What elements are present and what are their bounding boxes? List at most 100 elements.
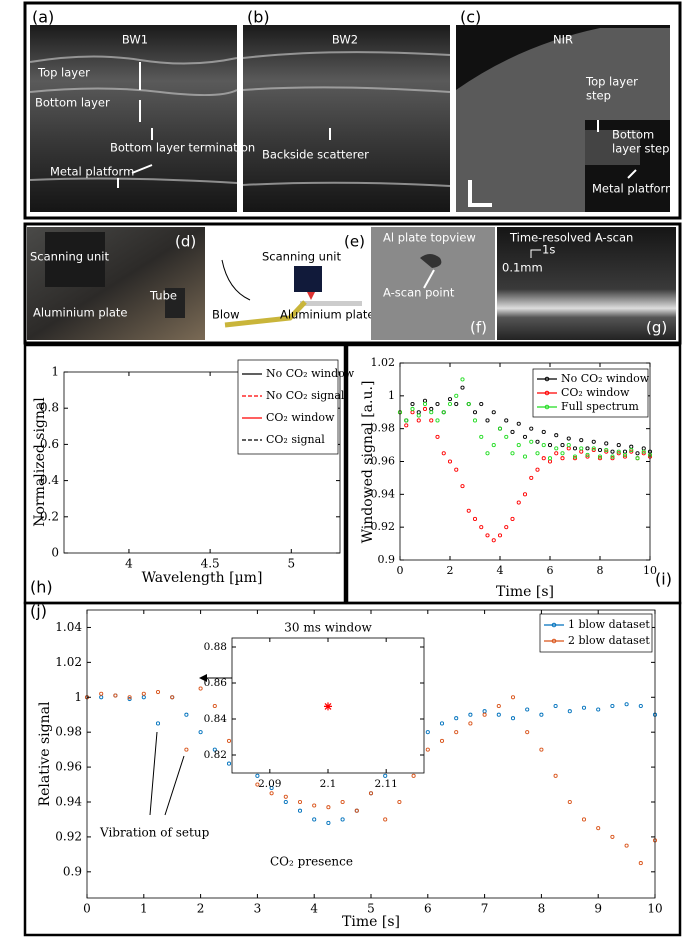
data-point [447,459,453,464]
data-point [553,773,558,778]
data-point [541,443,546,448]
y-tick-label: 0.86 [204,677,228,689]
data-point [566,443,571,448]
data-point [522,434,528,439]
legend-marker [544,376,550,382]
data-point [553,703,558,709]
y-tick-label: 0.8 [40,401,59,415]
annotation: step [586,89,611,103]
data-point [269,791,274,796]
data-point [610,454,615,459]
data-point [441,451,446,456]
y-axis-label: Windowed signal [a.u.] [360,381,376,544]
panel-frame [23,601,682,937]
y-tick-label: 0.9 [378,553,396,566]
data-point [529,475,534,480]
annotation: Top layer [585,75,638,89]
data-point [425,730,430,735]
data-point [460,484,465,489]
data-point [404,418,409,423]
panel-label: (h) [30,578,53,597]
y-tick-label: 1.04 [55,620,82,634]
data-point [504,434,509,439]
x-tick-label: 4 [497,564,504,577]
data-point [383,773,388,778]
data-point [622,454,628,459]
data-point [616,449,621,454]
data-point [482,712,487,717]
data-point [529,439,534,444]
data-point [170,695,175,700]
data-point [491,443,496,448]
data-point [629,447,634,453]
panel-label: (d) [175,233,196,251]
legend-label: CO₂ signal [266,433,325,446]
x-axis-label: Wavelength [µm] [142,570,263,586]
y-tick-label: 0.98 [371,422,396,435]
data-point [255,782,260,787]
data-point [326,805,331,810]
scale-bar [530,249,541,258]
data-point [604,449,609,454]
x-tick-label: 5 [367,902,375,916]
y-tick-label: 1 [388,389,395,402]
data-point [485,418,490,423]
photo-object [45,232,105,287]
data-point [297,799,303,805]
data-point [482,709,487,714]
axes-frame [63,371,341,554]
annotation: Bottom [612,128,654,142]
data-point [541,456,546,461]
annotation: Metal platform [592,182,676,196]
x-tick-label: 5 [287,557,295,571]
panel-title: BW2 [332,33,358,47]
annotation: Bottom layer [35,96,110,110]
data-point [510,429,515,435]
data-point [597,447,603,453]
data-point [624,702,629,707]
data-point [404,423,409,428]
y-tick-label: 0.94 [371,487,396,500]
data-point [566,436,571,441]
data-point [591,439,596,444]
annotation: Aluminium plate [33,306,128,320]
legend-box [237,359,339,455]
x-tick-label: 10 [647,902,662,916]
data-point [454,716,459,721]
panel-label: (e) [344,233,365,251]
data-point [99,695,104,700]
data-point [560,456,565,461]
data-point [504,418,509,423]
data-point [429,406,434,412]
data-point [616,451,621,456]
data-point [635,456,640,461]
data-point [554,433,559,438]
legend-label: CO₂ window [561,386,630,399]
legend-marker [544,404,550,410]
data-point [629,449,634,454]
diagram [207,227,367,340]
annotation: Aluminium plate [280,308,375,322]
annotation-arrow [117,62,637,188]
scanning-unit [294,266,322,292]
data-point [641,449,646,454]
data-point [198,686,203,691]
data-point [447,401,453,407]
annotation-arrow [149,678,232,816]
y-tick-label: 0.2 [40,509,59,523]
data-point [226,761,232,766]
panel-label: (g) [646,319,667,337]
data-point [184,747,189,752]
data-point [596,826,601,831]
y-axis-label: Normalized signal [32,397,48,527]
legend-label: 1 blow dataset [568,618,650,631]
legend-label: CO₂ window [266,411,335,424]
annotation: Tube [149,289,177,303]
data-point [460,385,465,390]
data-point [579,449,584,454]
y-tick-label: 0.88 [204,641,227,653]
data-point [326,820,331,825]
panel-label: (c) [460,8,481,27]
x-tick-label: 2 [197,902,205,916]
y-tick-label: 0 [51,546,59,560]
